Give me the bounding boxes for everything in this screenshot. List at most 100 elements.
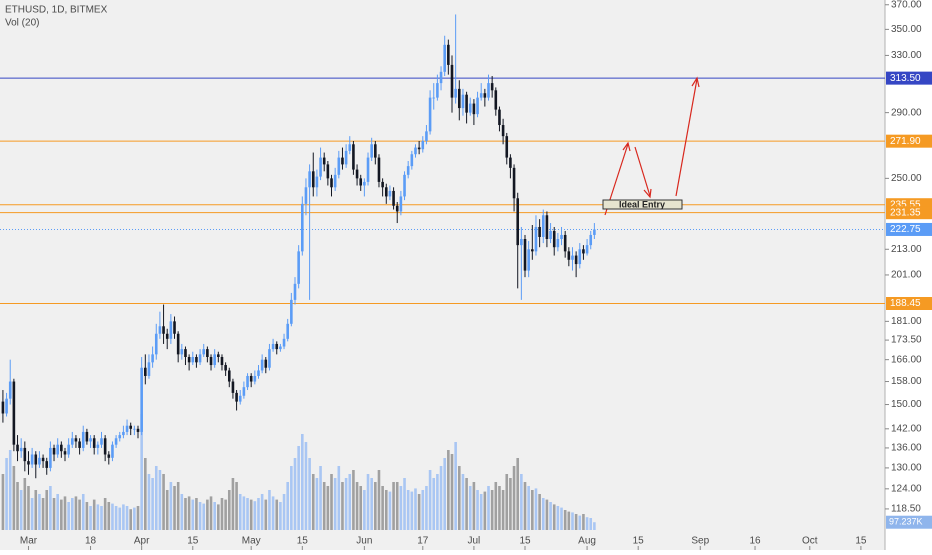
candle-body <box>377 157 381 182</box>
x-tick-label: Apr <box>134 536 150 547</box>
candle-body <box>227 370 231 382</box>
volume-bar <box>231 478 235 530</box>
candle-body <box>304 187 308 204</box>
candle-body <box>472 103 476 115</box>
candle-body <box>81 431 85 448</box>
y-tick-label: 136.00 <box>891 443 922 454</box>
volume-bar <box>330 474 333 530</box>
volume-bar <box>206 499 209 530</box>
y-tick-label: 173.50 <box>891 335 922 346</box>
candle-body <box>516 198 520 246</box>
volume-bar <box>136 506 140 530</box>
volume-bar <box>516 458 520 530</box>
candle-body <box>209 357 213 366</box>
candle-body <box>268 349 271 368</box>
candle-body <box>417 147 421 150</box>
candle-body <box>388 190 392 197</box>
candle-body <box>363 181 366 186</box>
volume-bar <box>425 486 428 530</box>
candle-body <box>271 343 275 350</box>
volume-bar <box>242 496 246 530</box>
y-tick-label: 350.00 <box>891 24 922 35</box>
candle-body <box>509 157 512 168</box>
volume-bar <box>268 490 271 530</box>
candle-body <box>286 323 289 339</box>
x-tick-label: Jun <box>356 536 372 547</box>
candle-body <box>308 171 311 188</box>
price-badge <box>886 222 932 236</box>
volume-bar <box>505 474 509 530</box>
volume-bar <box>271 496 275 530</box>
volume-bar <box>238 494 242 530</box>
volume-bar <box>286 482 289 530</box>
volume-bar <box>498 486 501 530</box>
candle-body <box>326 164 330 179</box>
volume-bar <box>399 486 403 530</box>
volume-bar <box>406 490 410 530</box>
candle-body <box>23 447 27 462</box>
candle-body <box>260 359 264 371</box>
volume-bar <box>439 466 443 530</box>
volume-bar <box>483 491 487 530</box>
y-tick-label: 158.00 <box>891 376 922 387</box>
candle-body <box>30 454 34 465</box>
candle-body <box>476 97 479 115</box>
candle-body <box>206 349 209 358</box>
candle-body <box>348 144 352 151</box>
volume-bar <box>217 504 220 530</box>
y-tick-label: 250.00 <box>891 173 922 184</box>
volume-bar <box>395 482 399 530</box>
candle-body <box>301 203 304 252</box>
candle-body <box>545 215 549 240</box>
candle-body <box>384 187 388 197</box>
candle-body <box>560 234 563 240</box>
candle-body <box>315 176 319 188</box>
candle-body <box>136 428 140 432</box>
x-tick-label: Aug <box>578 536 596 547</box>
candle-body <box>585 245 589 254</box>
candle-body <box>133 428 136 430</box>
volume-bar <box>523 482 527 530</box>
volume-bar <box>428 470 432 530</box>
volume-bar <box>443 458 446 530</box>
volume-bar <box>552 504 556 530</box>
candle-body <box>432 97 436 99</box>
x-tick-label: Oct <box>802 536 818 547</box>
candle-body <box>195 357 198 363</box>
volume-bar <box>257 498 260 530</box>
candle-body <box>16 444 19 452</box>
price-badge-label: 271.90 <box>890 136 921 147</box>
volume-bar <box>78 499 81 530</box>
volume-bar <box>202 503 206 530</box>
candle-body <box>589 234 593 246</box>
candle-body <box>198 354 202 363</box>
volume-bar <box>260 494 264 530</box>
volume-bar <box>319 466 322 530</box>
candle-body <box>498 109 501 126</box>
candle-body <box>428 97 432 132</box>
volume-bar <box>191 499 195 530</box>
candle-body <box>443 44 446 72</box>
candle-body <box>297 251 300 284</box>
candle-body <box>238 395 242 402</box>
volume-bar <box>118 507 122 530</box>
x-tick-label: 15 <box>187 536 199 547</box>
x-tick-label: 15 <box>519 536 531 547</box>
candle-body <box>125 425 129 432</box>
arrow-head <box>691 76 700 88</box>
candle-body <box>275 343 279 350</box>
x-tick-label: Mar <box>20 536 38 547</box>
candle-body <box>381 181 384 188</box>
price-badge <box>886 296 932 310</box>
volume-badge <box>886 515 932 529</box>
volume-bar <box>100 506 103 530</box>
volume-bar <box>541 498 545 530</box>
volume-bar <box>213 502 216 530</box>
volume-title: Vol (20) <box>5 18 39 29</box>
volume-bar <box>16 482 19 530</box>
volume-bar <box>249 499 253 530</box>
volume-bar <box>133 507 136 530</box>
candle-body <box>414 147 417 155</box>
